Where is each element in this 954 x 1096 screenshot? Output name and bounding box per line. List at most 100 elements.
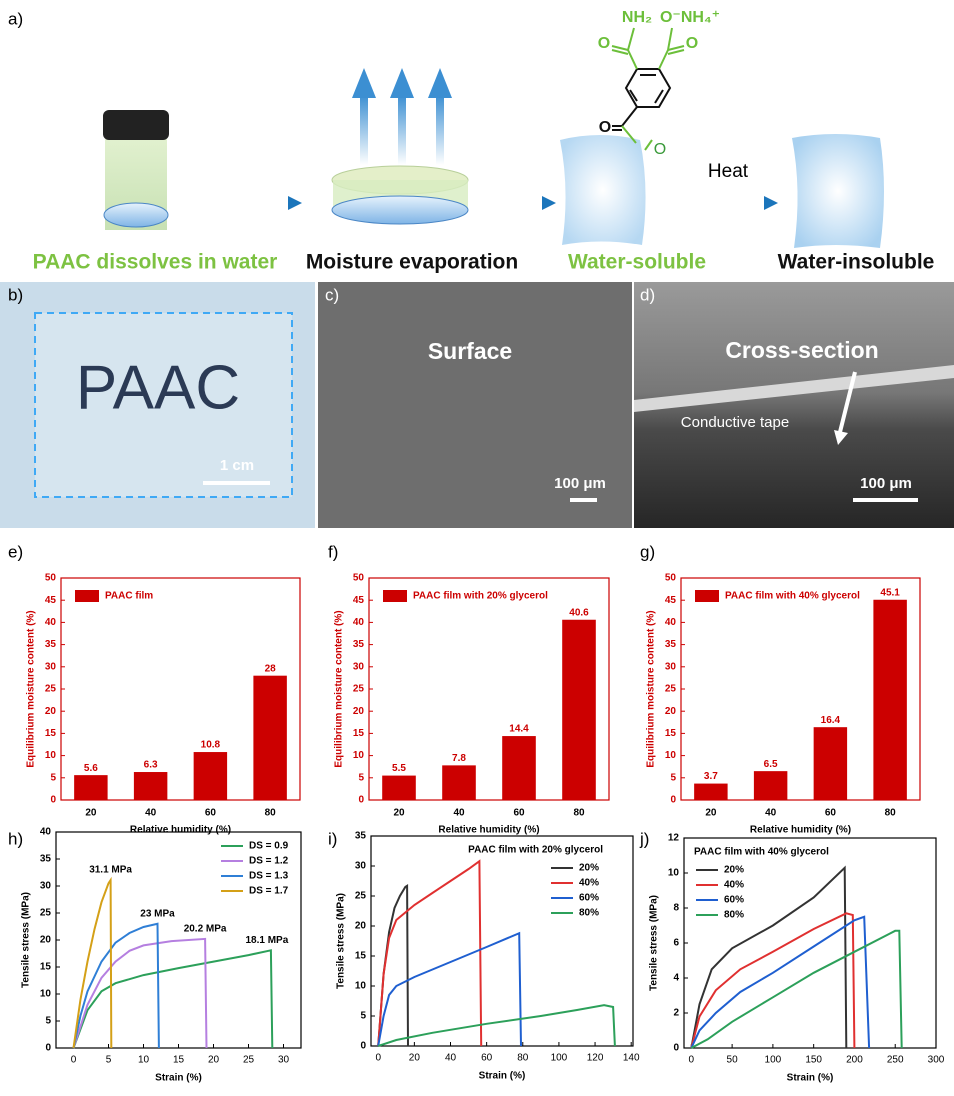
panel-label: e) xyxy=(8,542,23,561)
annotation: 20.2 MPa xyxy=(184,924,227,935)
y-tick-label: 20 xyxy=(355,921,367,932)
legend-label: 40% xyxy=(579,878,599,889)
vial-cap xyxy=(103,110,169,140)
series-line xyxy=(690,929,903,1049)
y-tick-label: 40 xyxy=(665,617,677,628)
x-tick-label: 120 xyxy=(587,1053,604,1064)
x-tick-label: 10 xyxy=(138,1055,150,1066)
benzene xyxy=(612,68,672,131)
y-tick-label: 40 xyxy=(45,617,57,628)
y-tick-label: 10 xyxy=(665,750,677,761)
panel-a: a) NH₂ O⁻NH₄⁺ O O O O Heat PAAC dissolve… xyxy=(8,9,934,273)
y-tick-label: 6 xyxy=(673,938,679,949)
value-label: 10.8 xyxy=(201,740,221,751)
panel-label: h) xyxy=(8,829,23,848)
y-tick-label: 0 xyxy=(360,1041,366,1052)
x-tick-label: 15 xyxy=(173,1055,185,1066)
legend-swatch xyxy=(75,590,99,602)
x-tick-label: 300 xyxy=(928,1055,945,1066)
y-tick-label: 10 xyxy=(668,868,680,879)
panel-label: b) xyxy=(8,285,23,304)
value-label: 7.8 xyxy=(452,753,466,764)
value-label: 45.1 xyxy=(880,587,900,598)
x-tick-label: 100 xyxy=(551,1053,568,1064)
y-tick-label: 50 xyxy=(353,573,365,584)
value-label: 16.4 xyxy=(821,715,841,726)
series-line xyxy=(690,865,848,1049)
series-line xyxy=(690,915,871,1049)
y-tick-label: 35 xyxy=(665,639,677,650)
chem-label: NH₂ xyxy=(622,9,652,26)
panel-c: c) Surface 100 μm xyxy=(318,282,632,528)
y-tick-label: 45 xyxy=(353,595,365,606)
film xyxy=(560,135,646,245)
arrow-head xyxy=(288,196,302,210)
y-tick-label: 30 xyxy=(40,881,52,892)
y-tick-label: 10 xyxy=(45,750,57,761)
y-tick-label: 40 xyxy=(353,617,365,628)
value-label: 28 xyxy=(265,663,277,674)
y-axis-label: Tensile stress (MPa) xyxy=(649,895,660,991)
y-tick-label: 25 xyxy=(45,684,57,695)
value-label: 5.6 xyxy=(84,763,98,774)
bar xyxy=(442,765,476,800)
series-line xyxy=(377,859,483,1047)
step-label: Water-soluble xyxy=(568,251,706,274)
annotation: 23 MPa xyxy=(140,908,175,919)
dish-base xyxy=(331,195,469,225)
x-tick-label: 40 xyxy=(445,1053,457,1064)
legend-label: 40% xyxy=(724,880,744,891)
water xyxy=(103,202,169,228)
legend-label: DS = 0.9 xyxy=(249,841,289,852)
sem-image xyxy=(318,282,632,528)
y-tick-label: 0 xyxy=(673,1043,679,1054)
y-tick-label: 5 xyxy=(360,1011,366,1022)
panel-label: c) xyxy=(325,285,339,304)
x-tick-label: 20 xyxy=(208,1055,220,1066)
y-tick-label: 30 xyxy=(665,661,677,672)
value-label: 6.3 xyxy=(144,760,158,771)
bar xyxy=(694,783,728,800)
y-tick-label: 15 xyxy=(665,728,677,739)
y-tick-label: 40 xyxy=(40,827,52,838)
x-tick-label: 40 xyxy=(145,808,157,819)
legend-label: 80% xyxy=(724,910,744,921)
step-label: PAAC dissolves in water xyxy=(33,251,278,274)
legend-swatch xyxy=(383,590,407,602)
x-tick-label: 25 xyxy=(243,1055,255,1066)
bar xyxy=(193,752,228,800)
y-tick-label: 25 xyxy=(665,684,677,695)
chart: g) 0 5 10 15 20 25 30 35 40 45 50 Equilibrium moistu… xyxy=(640,542,921,836)
x-tick-label: 60 xyxy=(205,808,217,819)
panel-label: g) xyxy=(640,542,655,561)
y-tick-label: 35 xyxy=(355,831,367,842)
bar xyxy=(753,771,788,800)
x-tick-label: 20 xyxy=(393,808,405,819)
y-tick-label: 30 xyxy=(45,661,57,672)
x-axis-label: Relative humidity (%) xyxy=(750,825,851,836)
legend-label: DS = 1.2 xyxy=(249,856,289,867)
legend-label: 80% xyxy=(579,908,599,919)
bar xyxy=(382,775,416,800)
x-tick-label: 5 xyxy=(106,1055,112,1066)
legend-title: PAAC film with 40% glycerol xyxy=(694,847,829,858)
y-tick-label: 4 xyxy=(673,973,679,984)
pointer xyxy=(838,371,857,433)
y-axis-label: Equilibrium moisture content (%) xyxy=(26,610,37,767)
value-label: 5.5 xyxy=(392,763,406,774)
bar xyxy=(502,736,536,800)
x-tick-label: 140 xyxy=(623,1053,640,1064)
x-tick-label: 30 xyxy=(278,1055,290,1066)
legend-label: 20% xyxy=(579,863,599,874)
x-tick-label: 100 xyxy=(765,1055,782,1066)
y-tick-label: 15 xyxy=(45,728,57,739)
x-tick-label: 60 xyxy=(825,808,837,819)
y-tick-label: 50 xyxy=(45,573,57,584)
plot-frame xyxy=(370,835,634,1047)
annotation: 18.1 MPa xyxy=(245,935,288,946)
y-tick-label: 30 xyxy=(353,661,365,672)
y-tick-label: 5 xyxy=(45,1016,51,1027)
y-tick-label: 50 xyxy=(665,573,677,584)
chem-label: O xyxy=(599,119,611,136)
y-axis-label: Equilibrium moisture content (%) xyxy=(334,610,345,767)
